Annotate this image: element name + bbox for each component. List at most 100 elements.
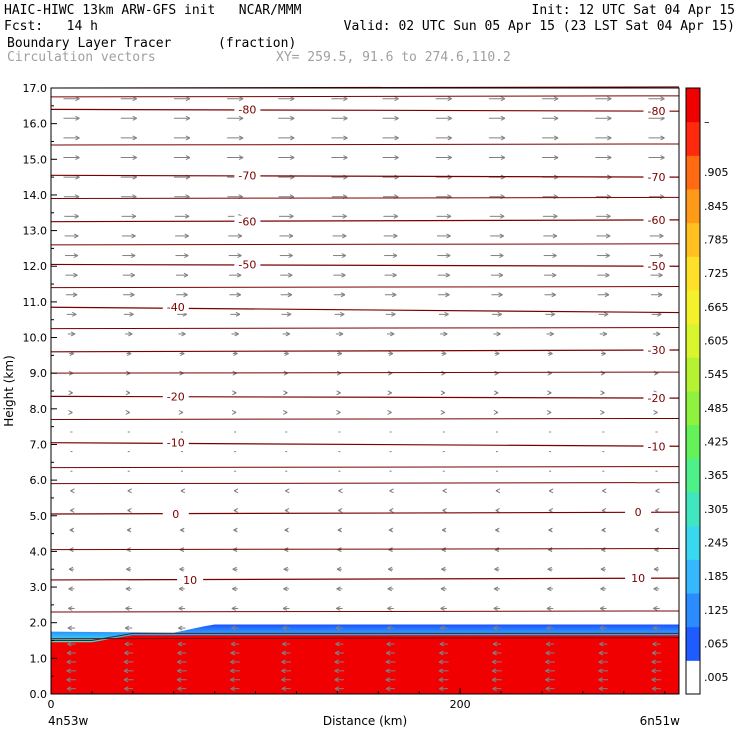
wind-vector [176,677,187,683]
y-tick-label: 0.0 [30,688,48,701]
y-tick-label: 17.0 [23,82,48,95]
wind-vector [65,272,78,278]
wind-vector [230,641,240,647]
wind-vector [494,547,500,553]
wind-vector [599,641,608,647]
wind-vector [230,668,240,674]
isotherm--70 [50,174,680,178]
wind-vector [66,311,77,317]
wind-vector [336,390,341,396]
colorbar-label: .905 [704,166,729,179]
contour-label: -30 [648,344,666,357]
wind-vector [283,351,289,357]
wind-vector [331,135,348,141]
wind-vector [331,96,348,102]
contour-label: -80 [238,103,256,116]
wind-vector [491,677,502,683]
wind-vector [281,686,291,692]
wind-vector [385,311,396,317]
wind-vector [545,641,555,647]
wind-vector [598,659,609,665]
wind-vector [435,155,452,160]
wind-vector [546,409,552,415]
isotherm-line [50,466,680,469]
wind-vector [278,96,295,102]
x-tick-label: 200 [450,698,471,711]
wind-vector [597,272,610,278]
contour-label: -10 [167,437,185,450]
wind-vector [601,527,606,533]
wind-vector [173,96,191,102]
wind-vector [596,253,610,258]
wind-vector [178,586,185,592]
wind-vector [389,488,394,494]
wind-vector [230,659,240,665]
wind-vector [229,292,241,298]
colorbar-label: .365 [704,469,729,482]
wind-vector [441,370,446,376]
wind-vector [66,668,77,674]
wind-vector [545,677,555,683]
wind-vector [494,566,500,572]
wind-vector [440,390,446,396]
wind-vector [285,488,290,494]
wind-vector [547,370,552,376]
wind-vector [442,507,447,513]
wind-vector [653,586,660,592]
wind-vector [64,213,79,219]
wind-vector [125,409,130,415]
wind-vector [125,605,132,611]
wind-vector [385,686,395,692]
wind-vector [652,641,661,647]
wind-vector [279,253,293,258]
wind-vector [384,272,397,278]
wind-vector [66,650,76,656]
wind-vector [389,507,394,513]
wind-vector [67,641,76,647]
wind-vector [230,677,240,683]
colorbar-label: .065 [704,638,729,651]
wind-vector [120,115,137,121]
wind-vector [650,253,664,258]
wind-vector [600,351,606,357]
colorbar-swatch [686,458,700,493]
wind-vector [63,135,80,141]
wind-vector [650,292,663,298]
wind-vector [281,311,292,317]
wind-vector [66,659,77,665]
contour-label: -70 [238,169,256,182]
contour-label: -20 [648,392,666,405]
wind-vector [278,135,295,141]
wind-vector [600,409,605,415]
wind-vector [492,641,501,647]
wind-vector [231,409,237,415]
wind-vector [651,677,662,683]
wind-vector [65,292,78,298]
colorbar-label: .185 [704,570,729,583]
colorbar-label: .725 [704,267,729,280]
wind-vector [233,507,239,513]
wind-vector [441,547,446,553]
wind-vector [595,135,612,141]
colorbar: .005 .065 .125 .185 .245 .305 .365 .425 .485 .545… [685,87,729,695]
wind-vector [651,668,662,674]
wind-vector [435,135,452,141]
wind-vector [599,605,607,611]
isotherm-0 [50,511,680,515]
wind-vector [545,659,555,665]
wind-vector [120,155,137,160]
wind-vector [334,650,344,656]
wind-vector [333,253,347,258]
wind-vector [648,96,665,102]
wind-vector [278,115,295,121]
overlay-title: Circulation vectors [7,50,156,65]
wind-vector [68,586,75,592]
wind-vector [338,507,343,513]
wind-vector [337,527,343,533]
wind-vector [548,488,554,494]
wind-vector [232,351,238,357]
wind-vector [383,233,398,239]
wind-vector [281,659,292,665]
isotherm-line [50,482,680,485]
wind-vector [435,174,452,180]
